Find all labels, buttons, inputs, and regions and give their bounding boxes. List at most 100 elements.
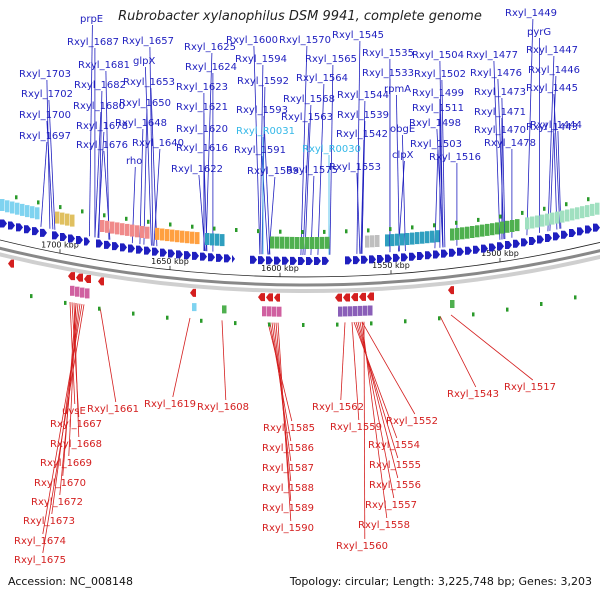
functional-category-block	[185, 231, 190, 243]
functional-category-block	[180, 231, 185, 243]
functional-category-block	[105, 221, 110, 233]
reverse-gene-arrow	[351, 293, 358, 301]
functional-category-block	[80, 288, 85, 298]
functional-category-block	[343, 306, 348, 316]
gene-label-top: Rxyl_1545	[332, 30, 384, 41]
marker-tick	[472, 312, 475, 316]
functional-category-block	[525, 217, 530, 229]
functional-category-block	[595, 203, 600, 215]
gene-label-top: Rxyl_1682	[74, 80, 126, 91]
functional-category-block	[110, 222, 115, 234]
gene-label-top: Rxyl_1687	[67, 37, 119, 48]
gene-label-bottom: Rxyl_1608	[197, 402, 249, 413]
functional-category-block	[320, 237, 325, 249]
marker-tick	[301, 230, 304, 234]
gene-label-top: Rxyl_1449	[505, 8, 557, 19]
marker-tick	[279, 230, 282, 234]
forward-gene-arrow	[184, 251, 191, 259]
forward-gene-arrow	[593, 224, 600, 232]
gene-label-bottom: Rxyl_1590	[262, 523, 314, 534]
gene-label-bottom: Rxyl_1559	[330, 422, 382, 433]
gene-label-bottom: Rxyl_1562	[312, 402, 364, 413]
gene-label-top: Rxyl_1702	[21, 89, 73, 100]
gene-label-top: Rxyl_1653	[123, 77, 175, 88]
gene-label-bottom: Rxyl_1585	[263, 423, 315, 434]
marker-tick	[336, 323, 339, 327]
functional-category-block	[325, 237, 330, 249]
functional-category-block	[358, 306, 363, 316]
functional-category-block	[315, 237, 320, 249]
forward-gene-arrow	[433, 250, 440, 258]
leader-line-bottom	[100, 307, 116, 402]
functional-category-block	[267, 306, 272, 316]
marker-tick	[506, 308, 509, 312]
functional-category-block	[580, 206, 585, 218]
functional-category-block	[55, 212, 60, 224]
gene-label-top: Rxyl_1498	[409, 118, 461, 129]
forward-gene-arrow	[152, 248, 159, 256]
marker-tick	[98, 307, 101, 311]
functional-category-block	[135, 225, 140, 237]
functional-category-block	[338, 307, 343, 317]
gene-label-top: Rxyl_1533	[362, 68, 414, 79]
marker-tick	[565, 202, 568, 206]
forward-gene-arrow	[577, 227, 584, 235]
functional-category-block	[353, 306, 358, 316]
functional-category-block	[70, 286, 75, 296]
functional-category-block	[65, 214, 70, 226]
gene-label-top: Rxyl_1648	[115, 118, 167, 129]
gene-label-bottom: Rxyl_1554	[368, 440, 420, 451]
marker-tick	[367, 228, 370, 232]
forward-gene-arrow	[216, 254, 223, 262]
reverse-gene-arrow	[266, 293, 273, 301]
functional-category-block	[277, 307, 282, 317]
scale-tick-label: 1600 kbp	[261, 264, 299, 273]
rna-gene-label: Rxyl_R0031	[236, 126, 295, 137]
forward-gene-arrow	[361, 256, 368, 264]
forward-gene-arrow	[200, 253, 207, 261]
gene-label-top: Rxyl_1478	[484, 138, 536, 149]
marker-tick	[499, 215, 502, 219]
marker-tick	[404, 319, 407, 323]
marker-tick	[268, 323, 271, 327]
gene-label-bottom: Rxyl_1558	[358, 520, 410, 531]
gene-label-bottom: Rxyl_1673	[23, 516, 75, 527]
functional-category-block	[590, 204, 595, 216]
functional-category-block	[220, 234, 225, 246]
functional-category-block	[160, 229, 165, 241]
forward-gene-arrow	[353, 256, 360, 264]
functional-category-block	[485, 224, 490, 236]
scale-tick-label: 1650 kbp	[151, 257, 189, 266]
marker-tick	[574, 295, 577, 299]
leader-line-bottom	[173, 318, 190, 397]
gene-label-bottom: uvsE	[62, 406, 86, 417]
gene-label-bottom: Rxyl_1555	[369, 460, 421, 471]
functional-category-block	[385, 234, 390, 246]
functional-category-block	[145, 227, 150, 239]
forward-gene-arrow	[120, 243, 127, 251]
marker-tick	[370, 321, 373, 325]
functional-category-block	[195, 232, 200, 244]
gene-label-top: Rxyl_1568	[283, 94, 335, 105]
gene-label-top: Rxyl_1470	[474, 125, 526, 136]
gene-label-top: Rxyl_1592	[237, 76, 289, 87]
marker-tick	[521, 211, 524, 215]
leader-line-bottom	[440, 316, 476, 387]
leader-line-top	[396, 95, 399, 251]
forward-gene-arrow	[76, 236, 83, 244]
functional-category-block	[5, 200, 10, 212]
forward-gene-arrow	[112, 242, 119, 250]
marker-tick	[323, 230, 326, 234]
forward-gene-arrow	[96, 240, 103, 248]
gene-label-top: Rxyl_1445	[526, 83, 578, 94]
forward-gene-arrow	[521, 238, 528, 246]
forward-gene-arrow	[513, 240, 520, 248]
reverse-gene-arrow	[448, 286, 454, 294]
reverse-gene-arrow	[343, 293, 350, 301]
forward-gene-arrow	[473, 246, 480, 254]
marker-tick	[200, 319, 203, 323]
gene-label-top: rho	[126, 156, 142, 167]
forward-gene-arrow	[128, 245, 135, 253]
leader-line-top	[144, 109, 147, 245]
gene-label-top: Rxyl_1657	[122, 36, 174, 47]
